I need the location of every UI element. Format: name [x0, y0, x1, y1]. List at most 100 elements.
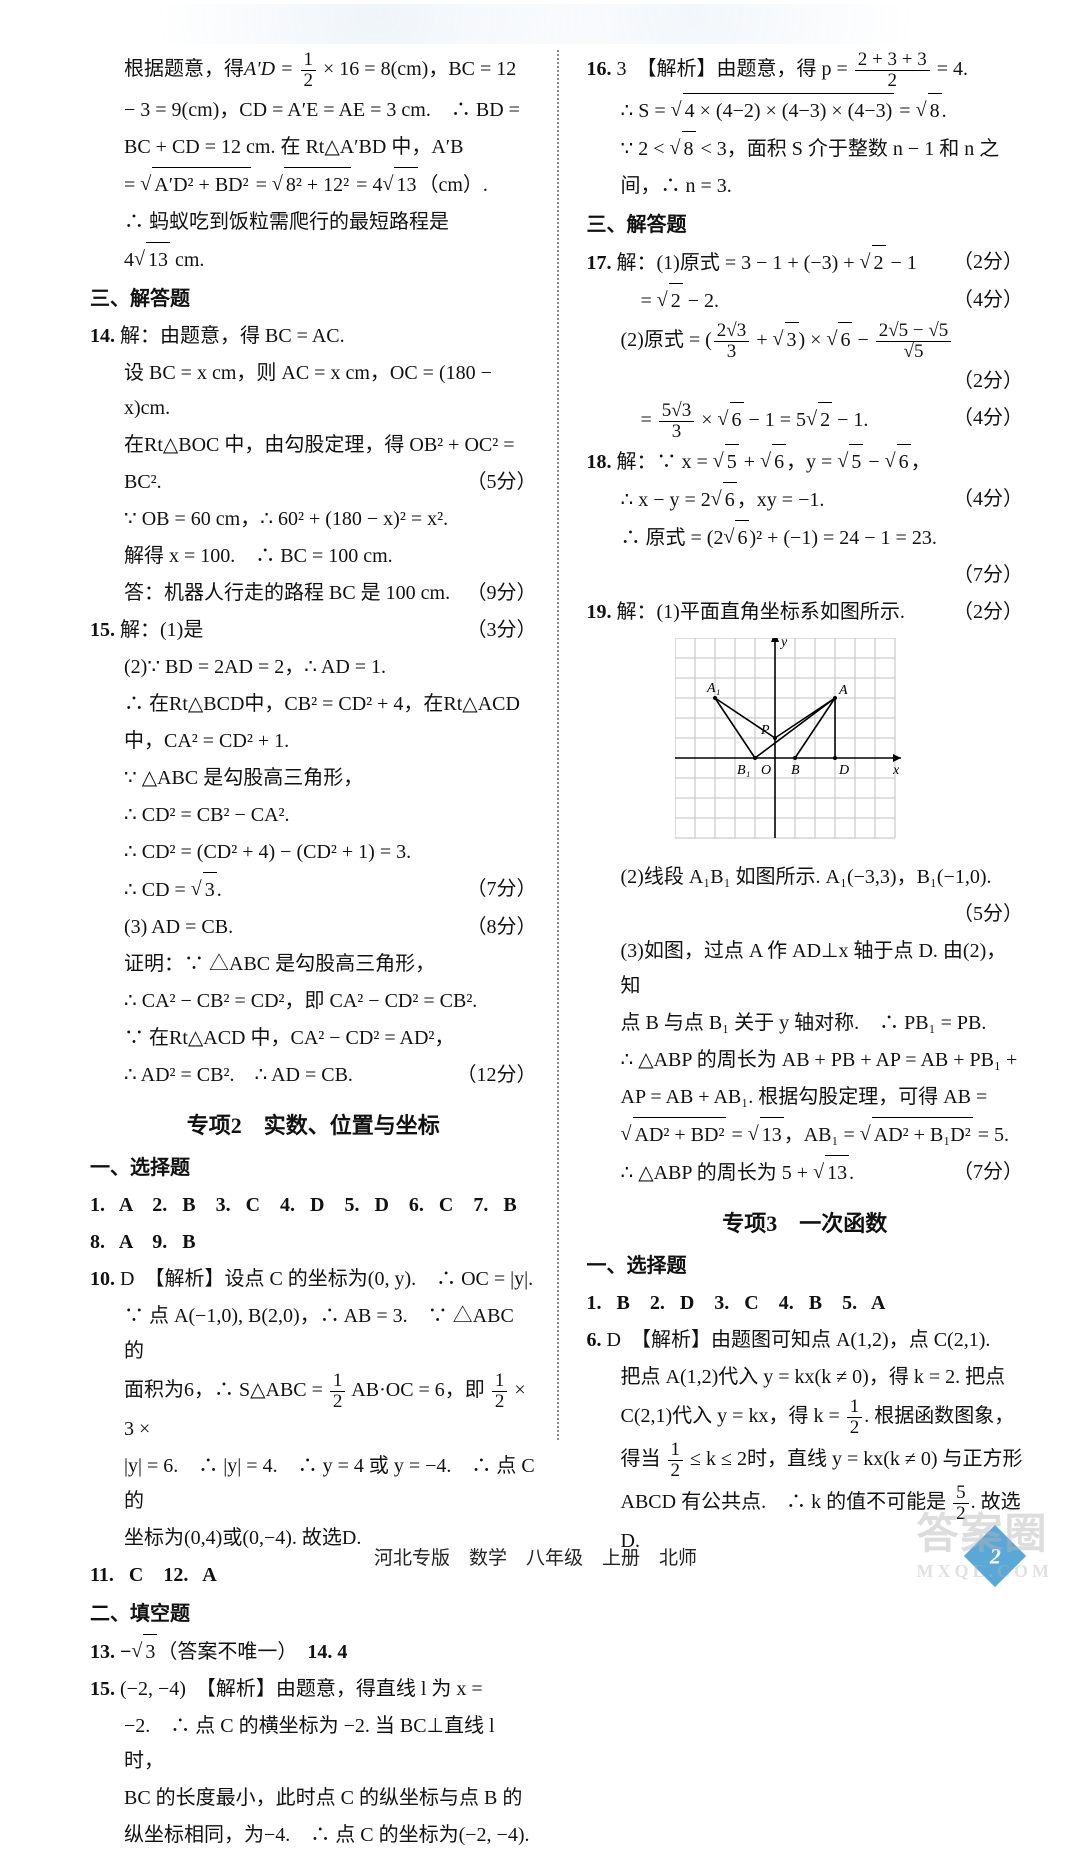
text: 在Rt△BOC 中，由勾股定理，得 OB² + OC² = — [90, 428, 537, 463]
text: ∴ CA² − CB² = CD²，即 CA² − CD² = CB². — [90, 984, 537, 1019]
q16: 16. 3 【解析】由题意，得 p = 2 + 3 + 32 = 4. — [587, 50, 1024, 91]
question-number: 10. — [90, 1268, 115, 1290]
svg-text:O: O — [761, 763, 771, 778]
score: （12分） — [457, 1058, 537, 1093]
svg-text:A: A — [838, 683, 848, 698]
text: BC + CD = 12 cm. 在 Rt△A′BD 中，A′B — [90, 130, 537, 165]
text: ∴ AD² = CB². ∴ AD = CB.（12分） — [90, 1058, 537, 1093]
score: （2分） — [953, 364, 1023, 399]
text: ∴ x − y = 26，xy = −1. （4分） — [587, 482, 1024, 518]
sqrt: 13 — [382, 167, 418, 203]
fraction: 12 — [301, 50, 317, 91]
text: (2)∵ BD = 2AD = 2，∴ AD = 1. — [90, 650, 537, 685]
text: ∴ 原式 = (26)² + (−1) = 24 − 1 = 23. — [587, 520, 1024, 556]
text: ∴ CD = 3.（7分） — [90, 872, 537, 908]
section-heading: 一、选择题 — [587, 1249, 1024, 1284]
svg-text:D: D — [838, 763, 849, 778]
text: 得当 12 ≤ k ≤ 2时，直线 y = kx(k ≠ 0) 与正方形 — [587, 1440, 1024, 1481]
text: AP = AB + AB₁. 根据勾股定理，可得 AB = — [587, 1080, 1024, 1115]
question-number: 19. — [587, 601, 612, 623]
text: ∴ 在Rt△BCD中，CB² = CD² + 4，在Rt△ACD — [90, 687, 537, 722]
text: ∵ 点 A(−1,0), B(2,0)，∴ AB = 3. ∵ △ABC 的 — [90, 1299, 537, 1369]
text: ∵ △ABC 是勾股高三角形， — [90, 761, 537, 796]
svg-text:B: B — [791, 763, 800, 778]
q10: 10. D 【解析】设点 C 的坐标为(0, y). ∴ OC = |y|. — [90, 1262, 537, 1297]
text: 纵坐标相同，为−4. ∴ 点 C 的坐标为(−2, −4). — [90, 1818, 537, 1853]
text: 点 B 与点 B₁ 关于 y 轴对称. ∴ PB₁ = PB. — [587, 1006, 1024, 1041]
q13-continued: 根据题意，得A′D = 12 × 16 = 8(cm)，BC = 12 — [90, 50, 537, 91]
q13-q14: 13. −3（答案不唯一） 14. 4 — [90, 1634, 537, 1670]
svg-text:A₁: A₁ — [706, 681, 720, 696]
text: ∵ 2 < 8 < 3，面积 S 介于整数 n − 1 和 n 之 — [587, 131, 1024, 167]
score: （5分） — [953, 897, 1023, 932]
text: BC 的长度最小，此时点 C 的纵坐标与点 B 的 — [90, 1781, 537, 1816]
text: 解：(1)是 — [120, 619, 203, 641]
text: (2)线段 A₁B₁ 如图所示. A₁(−3,3)，B₁(−1,0). — [587, 860, 1024, 895]
text: 答：机器人行走的路程 BC 是 100 cm.（9分） — [90, 576, 537, 611]
question-number: 16. — [587, 58, 612, 80]
text: 解：由题意，得 BC = AC. — [120, 325, 345, 347]
sqrt: A′D² + BD² — [140, 167, 250, 203]
text: |y| = 6. ∴ |y| = 4. ∴ y = 4 或 y = −4. ∴ … — [90, 1449, 537, 1519]
score: （2分） — [953, 245, 1023, 280]
text: 413 cm. — [90, 242, 537, 278]
text: 面积为6，∴ S△ABC = 12 AB·OC = 6，即 12 × 3 × — [90, 1371, 537, 1447]
question-number: 18. — [587, 451, 612, 473]
text: （2分） — [587, 364, 1024, 399]
left-column: 根据题意，得A′D = 12 × 16 = 8(cm)，BC = 12 − 3 … — [90, 50, 557, 1440]
text: C(2,1)代入 y = kx，得 k = 12. 根据函数图象， — [587, 1397, 1024, 1438]
text: 设 BC = x cm，则 AC = x cm，OC = (180 − x)cm… — [90, 356, 537, 426]
math: A′D = — [244, 58, 299, 80]
text: = 5√33 × 6 − 1 = 52 − 1. （4分） — [587, 401, 1024, 442]
text: = A′D² + BD² = 8² + 12² = 413（cm）. — [90, 167, 537, 203]
mc-answers: 1. B 2. D 3. C 4. B 5. A — [587, 1286, 1024, 1321]
text: 间，∴ n = 3. — [587, 169, 1024, 204]
score: （7分） — [467, 872, 537, 907]
q15: 15. 解：(1)是 （3分） — [90, 613, 537, 648]
topic-heading: 专项3 一次函数 — [587, 1205, 1024, 1244]
text: × 16 = 8(cm)，BC = 12 — [318, 58, 516, 80]
svg-text:y: y — [779, 638, 788, 650]
question-number: 6. — [587, 1329, 602, 1351]
text: (2)原式 = (2√33 + 3) × 6 − 2√5 − √5√5 — [587, 321, 1024, 362]
text: ∵ 在Rt△ACD 中，CA² − CD² = AD²， — [90, 1021, 537, 1056]
section-heading: 一、选择题 — [90, 1151, 537, 1186]
score: （4分） — [953, 283, 1023, 318]
text: 中，CA² = CD² + 1. — [90, 724, 537, 759]
text: 解得 x = 100. ∴ BC = 100 cm. — [90, 539, 537, 574]
score: （7分） — [953, 558, 1023, 593]
text: ∴ 蚂蚁吃到饭粒需爬行的最短路程是 — [90, 205, 537, 240]
text: 3 【解析】由题意，得 p = — [617, 58, 853, 80]
decorative-wave — [140, 4, 931, 44]
right-column: 16. 3 【解析】由题意，得 p = 2 + 3 + 32 = 4. ∴ S … — [557, 50, 1024, 1440]
sqrt: 8² + 12² — [272, 167, 351, 203]
svg-text:x: x — [892, 763, 900, 778]
score: （2分） — [953, 595, 1023, 630]
text: ∴ S = 4 × (4−2) × (4−3) × (4−3) = 8. — [587, 93, 1024, 129]
q15b: 15. (−2, −4) 【解析】由题意，得直线 l 为 x = — [90, 1672, 537, 1707]
score: （5分） — [467, 465, 537, 500]
text: (−2, −4) 【解析】由题意，得直线 l 为 x = — [120, 1678, 483, 1700]
text: ∴ △ABP 的周长为 5 + 13. （7分） — [587, 1155, 1024, 1191]
text: = 2 − 2. （4分） — [587, 283, 1024, 319]
text: 根据题意，得 — [124, 58, 244, 80]
mc-answers: 1. A 2. B 3. C 4. D 5. D 6. C 7. B — [90, 1188, 537, 1223]
text: (3) AD = CB.（8分） — [90, 910, 537, 945]
question-number: 17. — [587, 252, 612, 274]
coordinate-graph: yxOA₁AB₁BDP — [675, 638, 935, 848]
q19: 19. 解：(1)平面直角坐标系如图所示. （2分） — [587, 595, 1024, 630]
q6: 6. D 【解析】由题图可知点 A(1,2)，点 C(2,1). — [587, 1323, 1024, 1358]
score: （8分） — [467, 910, 537, 945]
text: −2. ∴ 点 C 的横坐标为 −2. 当 BC⊥直线 l 时， — [90, 1709, 537, 1779]
page-footer: 河北专版 数学 八年级 上册 北师 — [0, 1543, 1071, 1570]
section-heading: 三、解答题 — [587, 208, 1024, 243]
text: (3)如图，过点 A 作 AD⊥x 轴于点 D. 由(2)，知 — [587, 934, 1024, 1004]
text: D 【解析】设点 C 的坐标为(0, y). ∴ OC = |y|. — [120, 1268, 533, 1290]
text: AD² + BD² = 13，AB₁ = AD² + B₁D² = 5. — [587, 1117, 1024, 1153]
section-heading: 二、填空题 — [90, 1597, 537, 1632]
question-number: 15. — [90, 1678, 115, 1700]
text: ∴ △ABP 的周长为 AB + PB + AP = AB + PB₁ + — [587, 1043, 1024, 1078]
text: ∴ CD² = (CD² + 4) − (CD² + 1) = 3. — [90, 835, 537, 870]
q18: 18. 解：∵ x = 5 + 6，y = 5 − 6， — [587, 444, 1024, 480]
score: （4分） — [953, 482, 1023, 517]
